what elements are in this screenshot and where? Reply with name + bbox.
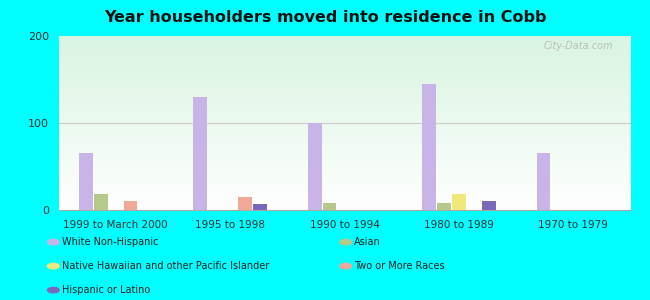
- Bar: [94, 194, 108, 210]
- Bar: [238, 197, 252, 210]
- Text: Hispanic or Latino: Hispanic or Latino: [62, 285, 150, 295]
- Bar: [422, 84, 436, 210]
- Bar: [253, 204, 266, 210]
- Text: White Non-Hispanic: White Non-Hispanic: [62, 237, 158, 247]
- Text: Asian: Asian: [354, 237, 381, 247]
- Text: City-Data.com: City-Data.com: [543, 41, 614, 51]
- Bar: [452, 194, 466, 210]
- Text: Two or More Races: Two or More Races: [354, 261, 445, 271]
- Bar: [79, 154, 93, 210]
- Text: Native Hawaiian and other Pacific Islander: Native Hawaiian and other Pacific Island…: [62, 261, 269, 271]
- Bar: [194, 97, 207, 210]
- Text: Year householders moved into residence in Cobb: Year householders moved into residence i…: [104, 11, 546, 26]
- Bar: [323, 203, 337, 210]
- Bar: [124, 201, 137, 210]
- Bar: [482, 201, 495, 210]
- Bar: [537, 154, 551, 210]
- Bar: [308, 123, 322, 210]
- Bar: [437, 203, 451, 210]
